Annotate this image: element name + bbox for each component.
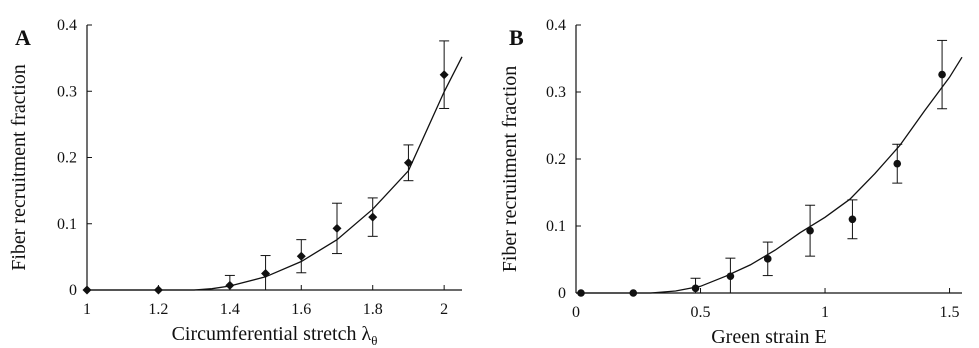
y-tick-label: 0.1	[57, 216, 77, 233]
x-axis-title: Green strain E	[711, 326, 827, 348]
y-tick-label: 0.4	[546, 17, 566, 34]
x-tick-label: 1.5	[940, 304, 960, 321]
data-point-circle	[938, 70, 946, 79]
x-tick-label: 0.5	[691, 304, 711, 321]
y-tick-label: 0	[558, 285, 566, 302]
data-point-circle	[893, 159, 902, 168]
data-point-diamond	[439, 70, 449, 80]
y-tick-label: 0	[69, 282, 77, 299]
data-point-diamond	[82, 285, 92, 295]
x-tick-label: 1.2	[148, 301, 168, 318]
fit-curve	[87, 56, 463, 291]
y-tick-label: 0.2	[57, 150, 77, 167]
x-tick-label: 1.4	[220, 301, 240, 318]
y-tick-label: 0.3	[57, 83, 77, 100]
y-axis-title: Fiber recruitment fraction	[8, 64, 30, 271]
x-axis-title-text: Circumferential stretch λ	[172, 323, 372, 345]
data-point-circle	[806, 226, 814, 235]
data-point-diamond	[153, 285, 163, 295]
chart-panel-b: 0 0.1 0.2 0.3 0.4 0 0.5 1 1.5 Green strain E Fiber…	[499, 17, 963, 348]
panel-label: A	[15, 25, 31, 50]
data-point-diamond	[403, 158, 413, 168]
data-point-diamond	[368, 212, 378, 222]
x-tick-label: 2	[440, 301, 448, 318]
x-tick-label: 1	[821, 304, 829, 321]
x-tick-label: 1	[83, 301, 91, 318]
fit-curve	[576, 56, 963, 294]
y-tick-label: 0.2	[546, 151, 566, 168]
chart-panel-a: 0 0.1 0.2 0.3 0.4 1 1.2 1.4 1.6 1.8 2 Circumferenti…	[8, 17, 463, 348]
y-tick-label: 0.1	[546, 218, 566, 235]
data-point-diamond	[225, 280, 235, 290]
data-point-circle	[691, 284, 700, 293]
x-axis-title: Circumferential stretch λθ	[172, 323, 378, 348]
data-point-diamond	[332, 223, 342, 233]
x-tick-label: 1.8	[363, 301, 383, 318]
x-axis-title-subscript: θ	[371, 333, 377, 348]
x-axis-title-text: Green strain E	[711, 326, 827, 348]
y-axis-title: Fiber recruitment fraction	[499, 66, 521, 273]
data-point-circle	[848, 215, 857, 224]
data-point-diamond	[261, 268, 271, 278]
data-point-circle	[577, 289, 585, 297]
data-point-circle	[629, 289, 638, 297]
y-tick-label: 0.3	[546, 84, 566, 101]
data-point-circle	[763, 255, 772, 263]
y-tick-label: 0.4	[57, 17, 77, 34]
data-point-diamond	[296, 251, 306, 261]
x-tick-label: 0	[572, 304, 580, 321]
x-tick-label: 1.6	[291, 301, 311, 318]
data-point-circle	[726, 272, 735, 281]
panel-label: B	[509, 25, 524, 50]
